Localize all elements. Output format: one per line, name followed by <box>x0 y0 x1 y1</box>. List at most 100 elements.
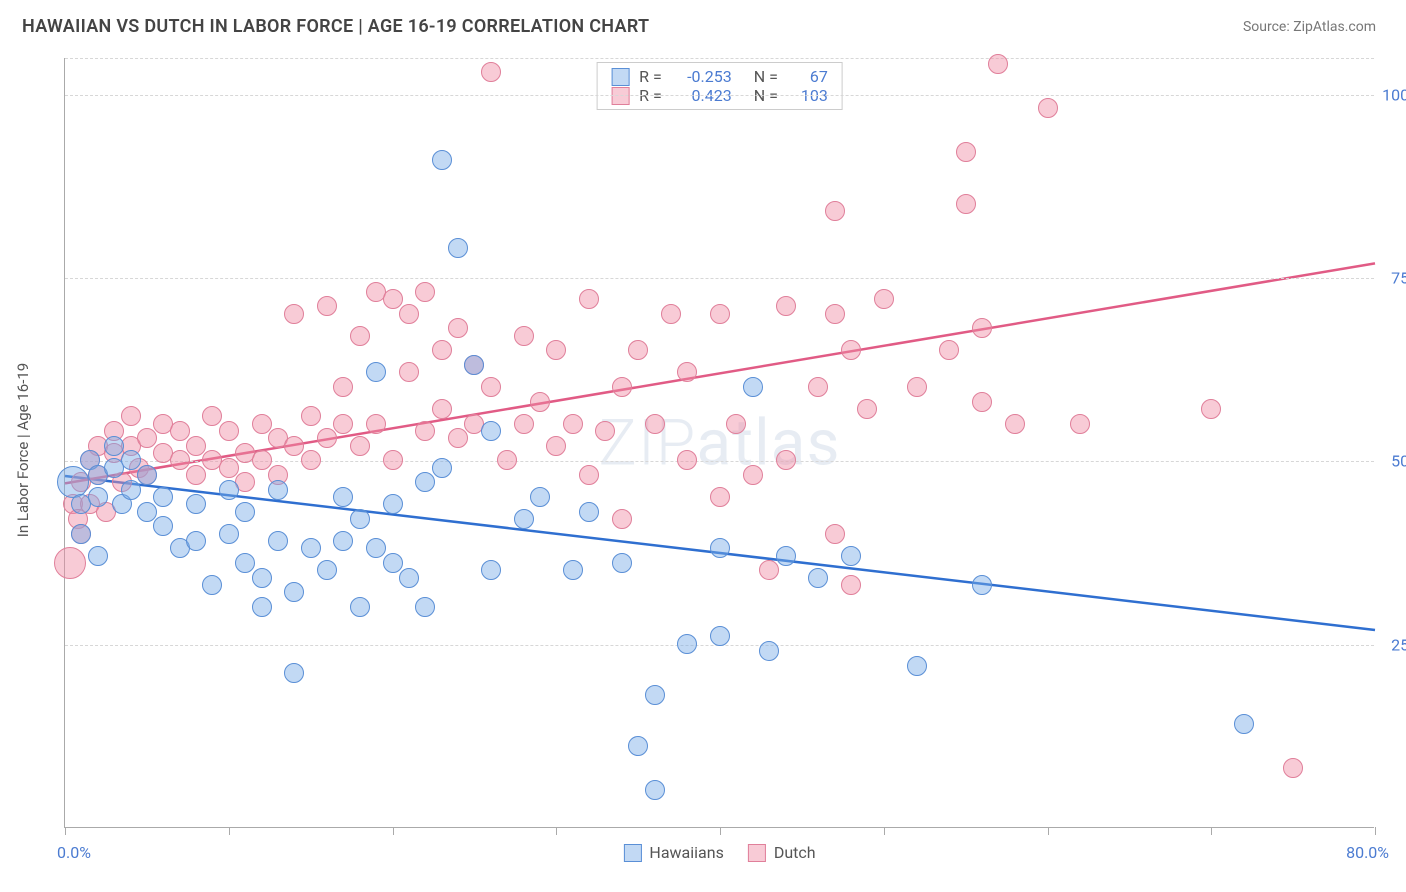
point-dutch <box>956 194 976 214</box>
point-hawaiian <box>448 238 468 258</box>
point-dutch <box>514 326 534 346</box>
point-hawaiian <box>776 546 796 566</box>
point-dutch <box>530 392 550 412</box>
point-hawaiian <box>383 494 403 514</box>
point-hawaiian <box>366 362 386 382</box>
point-hawaiian <box>415 472 435 492</box>
point-hawaiian <box>432 458 452 478</box>
point-dutch <box>988 54 1008 74</box>
point-dutch <box>628 340 648 360</box>
point-dutch <box>399 362 419 382</box>
point-dutch <box>677 450 697 470</box>
legend-series: HawaiiansDutch <box>623 843 815 862</box>
point-hawaiian <box>268 531 288 551</box>
point-hawaiian <box>219 524 239 544</box>
point-dutch <box>1038 98 1058 118</box>
point-hawaiian <box>514 509 534 529</box>
point-dutch <box>432 399 452 419</box>
point-dutch <box>677 362 697 382</box>
point-hawaiian <box>350 597 370 617</box>
point-hawaiian <box>88 546 108 566</box>
y-tick-label: 100.0% <box>1379 85 1406 104</box>
point-dutch <box>186 436 206 456</box>
point-dutch <box>186 465 206 485</box>
point-dutch <box>776 296 796 316</box>
point-hawaiian <box>464 355 484 375</box>
point-dutch <box>579 289 599 309</box>
point-hawaiian <box>612 553 632 573</box>
point-hawaiian <box>121 480 141 500</box>
gridline <box>65 95 1374 96</box>
x-tick <box>720 827 721 835</box>
point-dutch <box>645 414 665 434</box>
point-hawaiian <box>743 377 763 397</box>
point-hawaiian <box>759 641 779 661</box>
point-dutch <box>301 406 321 426</box>
point-hawaiian <box>972 575 992 595</box>
legend-item: Hawaiians <box>623 843 723 862</box>
header: HAWAIIAN VS DUTCH IN LABOR FORCE | AGE 1… <box>0 0 1406 47</box>
point-hawaiian <box>432 150 452 170</box>
x-tick <box>1048 827 1049 835</box>
point-hawaiian <box>284 663 304 683</box>
plot-area: ZIPatlas R = -0.253 N = 67R = 0.423 N = … <box>64 58 1374 828</box>
point-hawaiian <box>235 502 255 522</box>
point-dutch <box>497 450 517 470</box>
point-dutch <box>514 414 534 434</box>
point-dutch <box>825 304 845 324</box>
point-dutch <box>317 296 337 316</box>
point-hawaiian <box>399 568 419 588</box>
point-dutch <box>219 458 239 478</box>
n-value: 67 <box>788 67 828 86</box>
point-hawaiian <box>186 494 206 514</box>
point-dutch <box>759 560 779 580</box>
x-tick <box>556 827 557 835</box>
point-hawaiian <box>710 538 730 558</box>
point-hawaiian <box>317 560 337 580</box>
point-dutch <box>546 340 566 360</box>
point-dutch <box>202 406 222 426</box>
chart: In Labor Force | Age 16-19 ZIPatlas R = … <box>22 50 1382 870</box>
point-hawaiian <box>252 597 272 617</box>
point-hawaiian <box>1234 714 1254 734</box>
gridline <box>65 278 1374 279</box>
point-hawaiian <box>219 480 239 500</box>
point-dutch <box>808 377 828 397</box>
point-dutch <box>563 414 583 434</box>
point-hawaiian <box>841 546 861 566</box>
point-hawaiian <box>677 634 697 654</box>
y-tick-label: 75.0% <box>1379 269 1406 288</box>
point-hawaiian <box>268 480 288 500</box>
point-dutch <box>481 377 501 397</box>
chart-title: HAWAIIAN VS DUTCH IN LABOR FORCE | AGE 1… <box>22 16 649 37</box>
point-dutch <box>726 414 746 434</box>
r-label: R = <box>639 67 662 86</box>
point-hawaiian <box>284 582 304 602</box>
point-dutch <box>612 509 632 529</box>
point-hawaiian <box>137 465 157 485</box>
point-hawaiian <box>710 626 730 646</box>
point-dutch <box>841 575 861 595</box>
point-dutch <box>579 465 599 485</box>
trend-lines <box>65 58 1374 827</box>
point-hawaiian <box>530 487 550 507</box>
point-hawaiian <box>235 553 255 573</box>
point-dutch <box>972 318 992 338</box>
point-hawaiian <box>808 568 828 588</box>
point-dutch <box>481 62 501 82</box>
point-hawaiian <box>186 531 206 551</box>
point-dutch <box>448 318 468 338</box>
point-dutch <box>857 399 877 419</box>
point-dutch <box>612 377 632 397</box>
y-axis-label: In Labor Force | Age 16-19 <box>14 363 32 537</box>
point-dutch <box>661 304 681 324</box>
point-hawaiian <box>153 516 173 536</box>
point-dutch <box>252 414 272 434</box>
point-dutch <box>350 436 370 456</box>
point-dutch <box>1283 758 1303 778</box>
point-hawaiian <box>301 538 321 558</box>
x-axis-max: 80.0% <box>1346 843 1389 862</box>
point-hawaiian <box>481 421 501 441</box>
point-hawaiian <box>481 560 501 580</box>
point-hawaiian <box>645 685 665 705</box>
